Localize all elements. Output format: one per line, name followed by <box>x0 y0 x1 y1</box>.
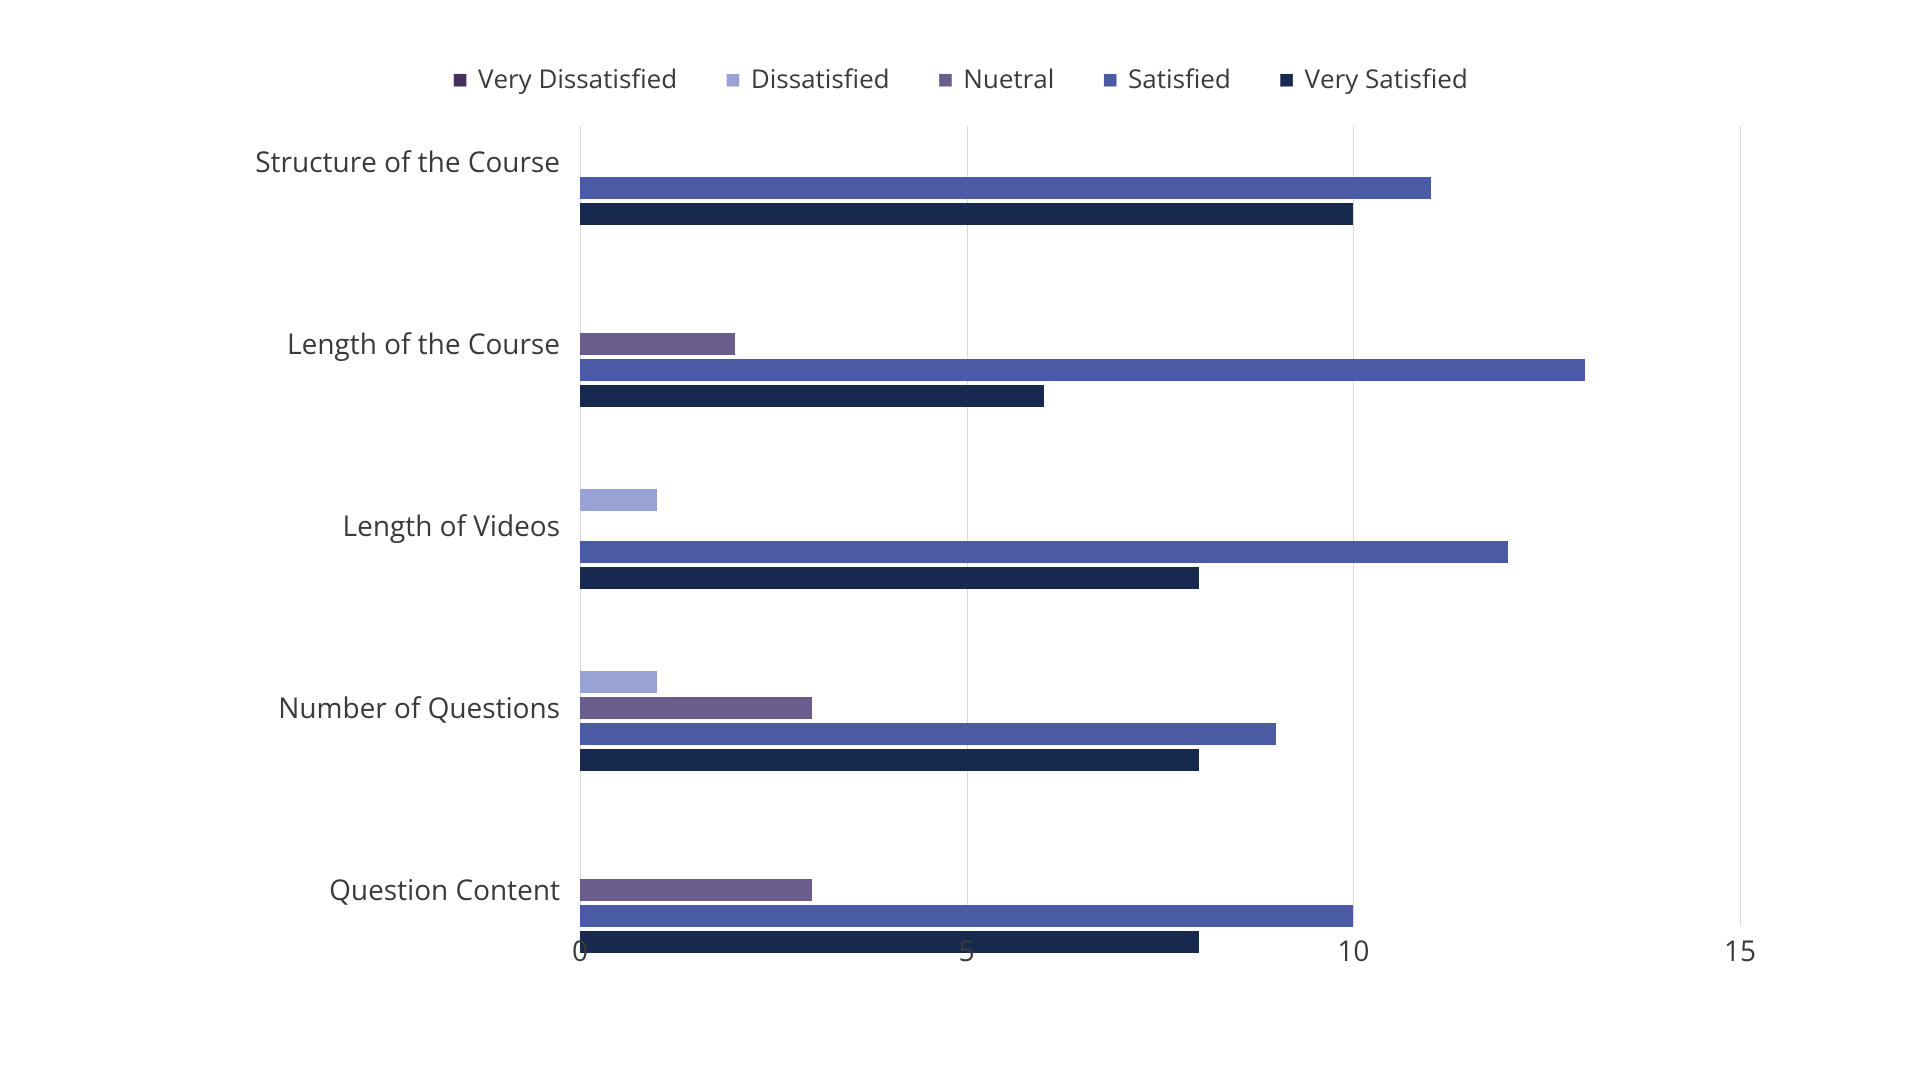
bar-very_satisfied <box>580 385 1044 407</box>
legend-bullet: ■ <box>1102 60 1118 96</box>
bar-satisfied <box>580 177 1431 199</box>
legend: ■Very Dissatisfied■Dissatisfied■Nuetral■… <box>180 60 1740 96</box>
category-label: Length of the Course <box>287 325 560 363</box>
category-label: Number of Questions <box>278 689 560 727</box>
bar-very_satisfied <box>580 567 1199 589</box>
plot-area: Structure of the Course Length of the Cou… <box>180 126 1740 966</box>
bar-very_satisfied <box>580 203 1353 225</box>
x-tick-label: 0 <box>572 932 588 970</box>
legend-bullet: ■ <box>938 60 954 96</box>
bars-layer <box>580 126 1740 926</box>
legend-label: Satisfied <box>1128 60 1231 96</box>
legend-label: Nuetral <box>963 60 1054 96</box>
legend-bullet: ■ <box>1279 60 1295 96</box>
category-label: Length of Videos <box>343 507 560 545</box>
bar-satisfied <box>580 541 1508 563</box>
bar-nuetral <box>580 879 812 901</box>
legend-item-very_satisfied: ■ Very Satisfied <box>1279 60 1468 96</box>
bar-satisfied <box>580 723 1276 745</box>
x-tick-label: 10 <box>1337 932 1369 970</box>
legend-label: Very Dissatisfied <box>478 60 677 96</box>
legend-bullet: ■ <box>452 60 468 96</box>
bar-nuetral <box>580 697 812 719</box>
legend-item-satisfied: ■ Satisfied <box>1102 60 1230 96</box>
bar-satisfied <box>580 359 1585 381</box>
legend-label: Dissatisfied <box>751 60 890 96</box>
bar-very_satisfied <box>580 749 1199 771</box>
bar-nuetral <box>580 333 735 355</box>
bar-dissatisfied <box>580 671 657 693</box>
legend-item-nuetral: ■Nuetral <box>938 60 1055 96</box>
gridline <box>1740 126 1741 926</box>
category-label: Question Content <box>329 871 560 909</box>
legend-item-very_dissatisfied: ■ Very Dissatisfied <box>452 60 677 96</box>
legend-label: Very Satisfied <box>1305 60 1468 96</box>
legend-item-dissatisfied: ■ Dissatisfied <box>725 60 889 96</box>
x-tick-label: 15 <box>1724 932 1756 970</box>
y-axis-labels: Structure of the Course Length of the Cou… <box>180 126 580 966</box>
category-label: Structure of the Course <box>255 143 560 181</box>
x-axis-ticks: 051015 <box>580 926 1740 966</box>
x-tick-label: 5 <box>959 932 975 970</box>
legend-bullet: ■ <box>725 60 741 96</box>
bar-satisfied <box>580 905 1353 927</box>
satisfaction-bar-chart: ■Very Dissatisfied■Dissatisfied■Nuetral■… <box>180 60 1740 1020</box>
bar-dissatisfied <box>580 489 657 511</box>
